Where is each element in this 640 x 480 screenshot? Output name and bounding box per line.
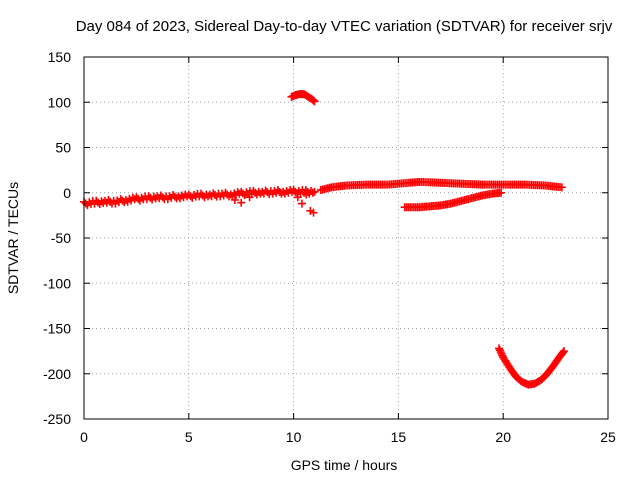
data-point xyxy=(270,186,279,195)
data-point xyxy=(263,188,272,197)
data-point xyxy=(174,192,183,201)
data-point xyxy=(293,193,302,202)
data-point xyxy=(137,193,146,202)
ticks-layer: 0 5 10 15 20 25 150 100 50 0 -50 -100 -150 -200 -250 xyxy=(43,49,616,445)
data-point xyxy=(497,188,506,197)
data-point xyxy=(106,197,115,206)
y-tick-label: 50 xyxy=(55,140,71,156)
data-layer xyxy=(80,90,568,389)
data-point xyxy=(495,346,504,355)
data-point xyxy=(211,191,219,200)
data-point xyxy=(309,96,318,105)
data-point xyxy=(230,195,239,204)
grid-layer xyxy=(84,57,608,419)
y-tick-label: -200 xyxy=(43,366,71,382)
data-point xyxy=(249,186,258,195)
data-point xyxy=(294,186,303,195)
data-point xyxy=(557,183,566,192)
data-point xyxy=(310,97,319,106)
data-point xyxy=(217,189,226,198)
data-point xyxy=(289,186,298,195)
data-point xyxy=(307,186,316,195)
data-point xyxy=(308,188,317,197)
data-point xyxy=(496,348,505,357)
data-point xyxy=(291,187,300,196)
data-point xyxy=(85,198,94,207)
data-point xyxy=(104,196,113,204)
data-point xyxy=(198,191,207,200)
x-tick-label: 10 xyxy=(286,429,302,445)
x-tick-label: 20 xyxy=(495,429,511,445)
data-point xyxy=(282,186,291,195)
series-spike-arc xyxy=(287,90,319,106)
y-tick-label: -250 xyxy=(43,411,71,427)
data-point xyxy=(221,188,230,197)
x-tick-label: 5 xyxy=(185,429,193,445)
y-axis-label: SDTVAR / TECUs xyxy=(5,182,21,294)
data-point xyxy=(153,192,162,201)
data-point xyxy=(302,190,311,199)
data-point xyxy=(297,199,306,208)
data-point xyxy=(251,188,260,197)
data-point xyxy=(310,187,319,196)
data-point xyxy=(558,348,567,357)
y-tick-label: 100 xyxy=(48,94,72,110)
series-main-band xyxy=(80,186,319,210)
y-tick-label: 0 xyxy=(63,185,71,201)
data-point xyxy=(245,193,254,202)
series-dip-curve xyxy=(495,344,568,389)
y-tick-label: 150 xyxy=(48,49,72,65)
data-point xyxy=(190,191,199,200)
data-point xyxy=(242,188,251,197)
series-upper-band xyxy=(316,177,566,195)
data-point xyxy=(309,208,318,217)
series-outliers xyxy=(230,190,318,217)
data-point xyxy=(279,187,288,196)
x-axis-label: GPS time / hours xyxy=(291,457,398,473)
data-point xyxy=(158,193,167,202)
data-point xyxy=(559,347,568,356)
chart-title: Day 084 of 2023, Sidereal Day-to-day VTE… xyxy=(76,18,613,35)
series-lower-band xyxy=(400,188,506,212)
data-point xyxy=(197,189,206,198)
x-tick-label: 25 xyxy=(600,429,616,445)
y-tick-label: -50 xyxy=(51,230,71,246)
data-point xyxy=(497,349,506,358)
data-point xyxy=(100,196,109,205)
x-tick-label: 15 xyxy=(391,429,407,445)
y-tick-label: -150 xyxy=(43,321,71,337)
y-tick-label: -100 xyxy=(43,275,71,291)
data-point xyxy=(237,198,246,207)
data-point xyxy=(273,186,282,195)
data-point xyxy=(495,344,504,353)
data-point xyxy=(177,191,186,200)
data-point xyxy=(156,191,165,200)
x-tick-label: 0 xyxy=(80,429,88,445)
